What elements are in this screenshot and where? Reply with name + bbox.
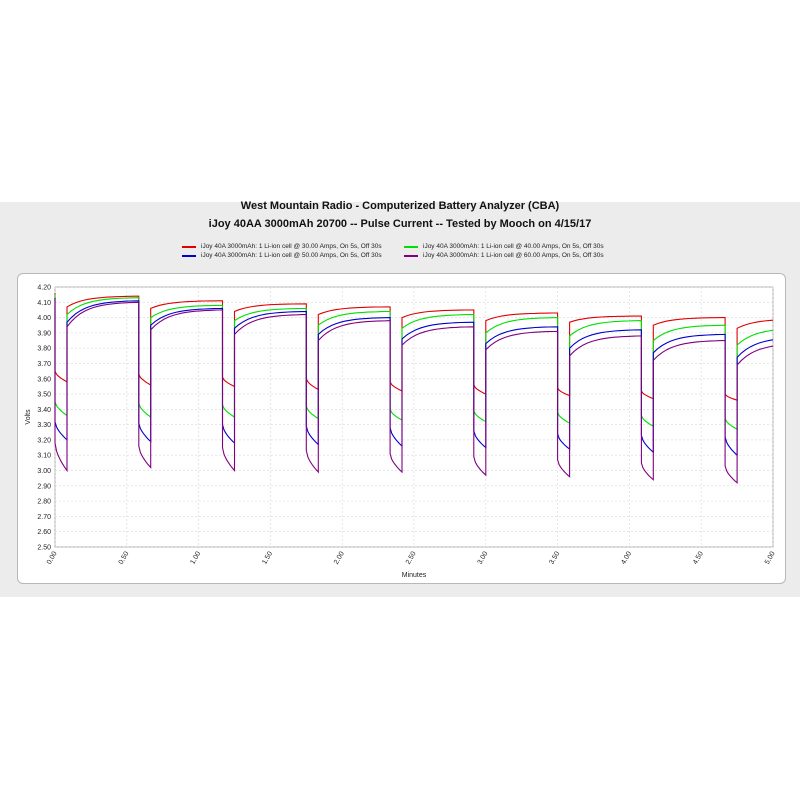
y-tick-label: 3.80	[37, 346, 51, 353]
legend-swatch	[404, 254, 418, 257]
legend-label: iJoy 40A 3000mAh: 1 Li-ion cell @ 30.00 …	[201, 243, 382, 250]
y-tick-label: 2.90	[37, 483, 51, 490]
legend-swatch	[182, 254, 196, 257]
y-axis-label: Volts	[25, 409, 32, 425]
y-tick-label: 3.90	[37, 330, 51, 337]
y-tick-label: 3.50	[37, 392, 51, 399]
legend-item-50a: iJoy 40A 3000mAh: 1 Li-ion cell @ 50.00 …	[182, 252, 382, 259]
y-tick-label: 4.10	[37, 300, 51, 307]
y-tick-label: 3.70	[37, 361, 51, 368]
legend-swatch	[404, 245, 418, 248]
y-tick-label: 2.80	[37, 499, 51, 506]
x-tick-label: 0.00	[46, 550, 59, 565]
y-tick-label: 3.20	[37, 437, 51, 444]
x-tick-label: 4.50	[692, 550, 705, 565]
x-tick-label: 4.00	[620, 550, 633, 565]
x-tick-label: 0.50	[118, 550, 131, 565]
y-tick-label: 2.70	[37, 514, 51, 521]
x-tick-label: 2.00	[333, 550, 346, 565]
x-tick-label: 3.50	[548, 550, 561, 565]
chart-subtitle: iJoy 40AA 3000mAh 20700 -- Pulse Current…	[208, 218, 592, 230]
legend-item-30a: iJoy 40A 3000mAh: 1 Li-ion cell @ 30.00 …	[182, 243, 382, 250]
legend-label: iJoy 40A 3000mAh: 1 Li-ion cell @ 40.00 …	[423, 243, 604, 250]
y-tick-label: 3.10	[37, 453, 51, 460]
chart-title: West Mountain Radio - Computerized Batte…	[240, 200, 560, 212]
y-tick-label: 4.00	[37, 315, 51, 322]
legend-swatch	[182, 245, 196, 248]
legend-label: iJoy 40A 3000mAh: 1 Li-ion cell @ 60.00 …	[423, 252, 604, 259]
y-tick-label: 2.60	[37, 529, 51, 536]
y-tick-label: 3.60	[37, 376, 51, 383]
x-tick-label: 3.00	[477, 550, 490, 565]
x-tick-label: 2.50	[405, 550, 418, 565]
legend-label: iJoy 40A 3000mAh: 1 Li-ion cell @ 50.00 …	[201, 252, 382, 259]
x-tick-label: 1.00	[189, 550, 202, 565]
x-tick-label: 1.50	[261, 550, 274, 565]
y-tick-label: 4.20	[37, 285, 51, 292]
x-tick-label: 5.00	[764, 550, 777, 565]
y-tick-label: 3.40	[37, 407, 51, 414]
y-tick-label: 3.00	[37, 468, 51, 475]
series-line-60a	[54, 299, 774, 485]
x-axis-label: Minutes	[402, 572, 427, 579]
y-tick-label: 2.50	[37, 545, 51, 552]
legend-item-40a: iJoy 40A 3000mAh: 1 Li-ion cell @ 40.00 …	[404, 243, 604, 250]
y-tick-label: 3.30	[37, 422, 51, 429]
legend-item-60a: iJoy 40A 3000mAh: 1 Li-ion cell @ 60.00 …	[404, 252, 604, 259]
